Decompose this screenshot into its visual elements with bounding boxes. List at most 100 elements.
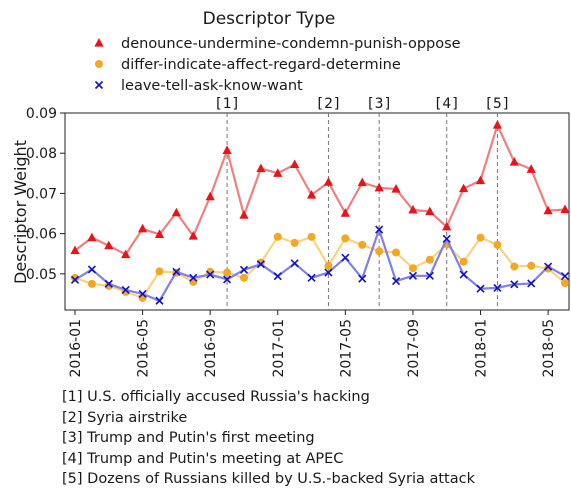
series-2-point bbox=[358, 240, 367, 249]
series-3-point bbox=[408, 271, 417, 280]
event-notes: [1] U.S. officially accused Russia's hac… bbox=[62, 387, 562, 490]
event-note-5: [5] Dozens of Russians killed by U.S.-ba… bbox=[62, 471, 475, 488]
series-2-point bbox=[324, 261, 333, 270]
series-1-point bbox=[205, 191, 215, 201]
series-1-point bbox=[425, 206, 435, 216]
series-2-point bbox=[223, 268, 232, 277]
series-1-point bbox=[239, 210, 249, 219]
series-3-point bbox=[104, 279, 113, 288]
series-1-point bbox=[459, 183, 469, 193]
series-1-point bbox=[171, 207, 181, 217]
series-1-point bbox=[222, 145, 232, 154]
x-tick-label: 2018-01 bbox=[474, 319, 490, 378]
series-2-point bbox=[408, 264, 417, 273]
series-3-point bbox=[391, 276, 401, 286]
y-tick-label: 0.05 bbox=[26, 267, 57, 283]
series-1-point bbox=[121, 249, 131, 259]
series-1-point bbox=[357, 177, 367, 187]
y-tick-label: 0.07 bbox=[26, 186, 57, 202]
series-2-point bbox=[155, 267, 164, 276]
x-tick-label: 2017-01 bbox=[271, 319, 287, 378]
y-axis-label: Descriptor Weight bbox=[11, 140, 30, 284]
series-1-point bbox=[273, 168, 283, 177]
series-3-point bbox=[341, 253, 350, 262]
legend-marker-2 bbox=[95, 60, 103, 68]
legend-title: Descriptor Type bbox=[203, 9, 336, 29]
series-line-1 bbox=[74, 123, 566, 256]
series-2-point bbox=[87, 279, 96, 288]
series-2-point bbox=[290, 238, 299, 247]
series-1-point bbox=[526, 164, 536, 173]
series-1-point bbox=[492, 120, 503, 129]
event-label-1: [1] bbox=[214, 96, 240, 112]
series-2-point bbox=[273, 232, 282, 241]
series-1-point bbox=[137, 223, 148, 233]
x-tick-label: 2017-05 bbox=[338, 319, 354, 378]
series-3-point bbox=[273, 272, 282, 281]
event-label-4: [4] bbox=[434, 96, 460, 112]
legend: Descriptor Type denounce-undermine-conde… bbox=[94, 9, 461, 94]
series-1-point bbox=[70, 245, 80, 255]
series-3-point bbox=[307, 273, 316, 282]
series-3-point bbox=[358, 274, 367, 283]
series-2-point bbox=[425, 255, 434, 264]
series-3-point bbox=[560, 272, 570, 281]
series-1-point bbox=[442, 221, 452, 231]
plot-frame bbox=[64, 112, 570, 311]
event-label-2: [2] bbox=[315, 96, 341, 112]
series-1-point bbox=[256, 163, 266, 173]
series-3-point bbox=[476, 284, 485, 293]
series-2-point bbox=[476, 233, 485, 242]
x-tick-label: 2018-05 bbox=[541, 319, 557, 378]
series-3-point bbox=[442, 234, 451, 243]
chart: Descriptor Type denounce-undermine-conde… bbox=[11, 9, 570, 378]
x-tick-label: 2016-09 bbox=[203, 319, 219, 378]
series-1-point bbox=[340, 208, 350, 217]
series-3-point bbox=[290, 259, 299, 268]
series-2-point bbox=[307, 232, 316, 241]
series-3-point bbox=[425, 271, 434, 280]
series-3-point bbox=[544, 262, 553, 271]
series-3-point bbox=[223, 275, 232, 284]
series-1-point bbox=[408, 204, 418, 214]
series-3-point bbox=[206, 270, 215, 279]
series-3-point bbox=[510, 280, 519, 289]
series-3-point bbox=[121, 285, 130, 294]
series-2-point bbox=[206, 267, 215, 276]
series-3-point bbox=[70, 275, 80, 284]
x-tick-label: 2017-09 bbox=[406, 319, 422, 378]
series-1-point bbox=[475, 175, 486, 185]
series-2-point bbox=[527, 261, 536, 270]
plot-area: [1] [2] [3] [4] [5] 0.05 0.06 0.07 0.08 0.09 201… bbox=[11, 96, 570, 378]
series-3-point bbox=[256, 260, 265, 269]
series-3-point bbox=[493, 283, 502, 292]
series-2-point bbox=[189, 277, 198, 286]
series-1-point bbox=[374, 182, 384, 192]
series-3-point bbox=[324, 268, 333, 277]
series-2-point bbox=[510, 262, 519, 271]
legend-label-1: denounce-undermine-condemn-punish-oppose bbox=[121, 36, 461, 52]
series-1-point bbox=[290, 159, 300, 169]
legend-marker-1 bbox=[94, 38, 104, 47]
series-2-point bbox=[459, 257, 468, 266]
x-tick-label: 2016-01 bbox=[68, 319, 84, 378]
series-3-point bbox=[172, 267, 181, 276]
series-3-point bbox=[459, 270, 468, 279]
series-2-point bbox=[392, 248, 401, 257]
series-1-point bbox=[509, 157, 519, 166]
series-1-point bbox=[87, 232, 97, 242]
y-tick-label: 0.09 bbox=[26, 106, 57, 122]
series-3-point bbox=[155, 296, 164, 305]
series-2-point bbox=[493, 240, 502, 249]
series-3-point bbox=[239, 265, 249, 274]
series-2-point bbox=[239, 273, 248, 282]
series-1-point bbox=[104, 240, 114, 250]
series-line-3 bbox=[74, 228, 566, 302]
event-label-3: [3] bbox=[366, 96, 392, 112]
event-note-2: [2] Syria airstrike bbox=[62, 409, 188, 426]
series-2-point bbox=[561, 279, 569, 288]
series-3-point bbox=[138, 289, 147, 298]
x-tick-label: 2016-05 bbox=[136, 319, 152, 378]
series-3-point bbox=[189, 273, 198, 282]
legend-marker-3 bbox=[94, 80, 104, 90]
